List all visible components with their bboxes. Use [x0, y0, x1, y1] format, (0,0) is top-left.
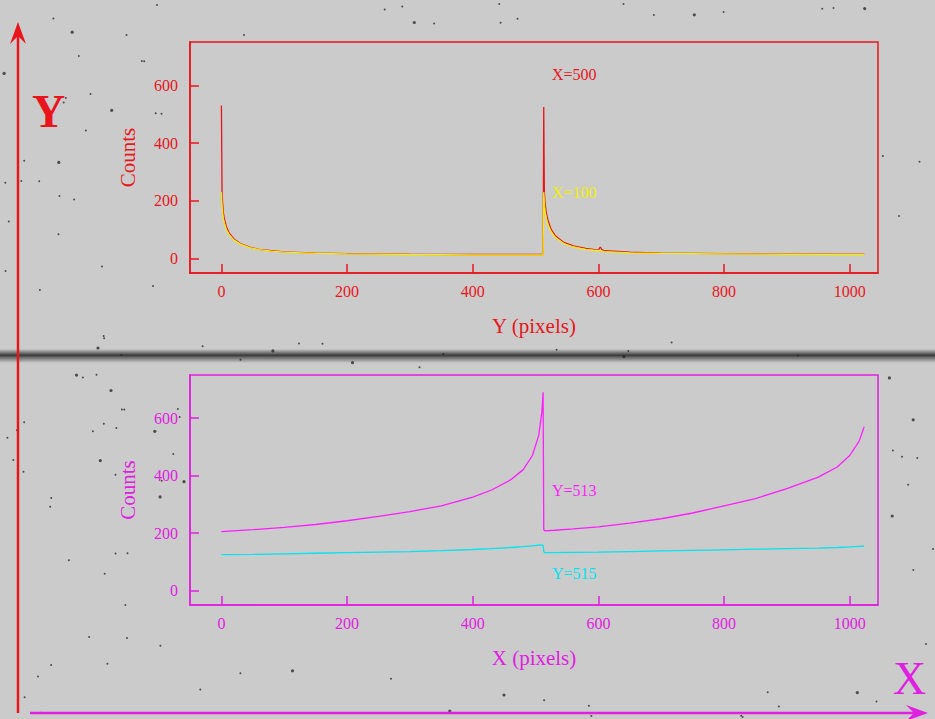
svg-text:Counts: Counts [116, 460, 140, 520]
svg-text:200: 200 [335, 283, 359, 300]
svg-text:Y=515: Y=515 [552, 565, 597, 582]
svg-text:600: 600 [586, 615, 610, 632]
svg-text:Counts: Counts [116, 128, 140, 188]
svg-text:0: 0 [217, 615, 225, 632]
svg-text:X=100: X=100 [552, 184, 597, 201]
svg-text:400: 400 [154, 467, 178, 484]
svg-text:400: 400 [461, 615, 485, 632]
svg-text:Y=513: Y=513 [552, 482, 597, 499]
svg-text:X (pixels): X (pixels) [492, 646, 577, 670]
svg-text:0: 0 [170, 250, 178, 267]
svg-text:200: 200 [154, 192, 178, 209]
svg-text:600: 600 [154, 77, 178, 94]
svg-text:0: 0 [170, 582, 178, 599]
svg-text:X: X [893, 653, 926, 704]
svg-text:600: 600 [586, 283, 610, 300]
svg-text:200: 200 [154, 525, 178, 542]
svg-text:1000: 1000 [834, 283, 866, 300]
svg-text:400: 400 [154, 135, 178, 152]
svg-text:400: 400 [461, 283, 485, 300]
svg-text:800: 800 [712, 615, 736, 632]
svg-text:800: 800 [712, 283, 736, 300]
svg-text:0: 0 [217, 283, 225, 300]
svg-text:200: 200 [335, 615, 359, 632]
svg-text:1000: 1000 [834, 615, 866, 632]
svg-text:600: 600 [154, 410, 178, 427]
svg-text:X=500: X=500 [552, 66, 597, 83]
svg-text:Y (pixels): Y (pixels) [492, 314, 576, 338]
svg-text:Y: Y [32, 86, 65, 137]
